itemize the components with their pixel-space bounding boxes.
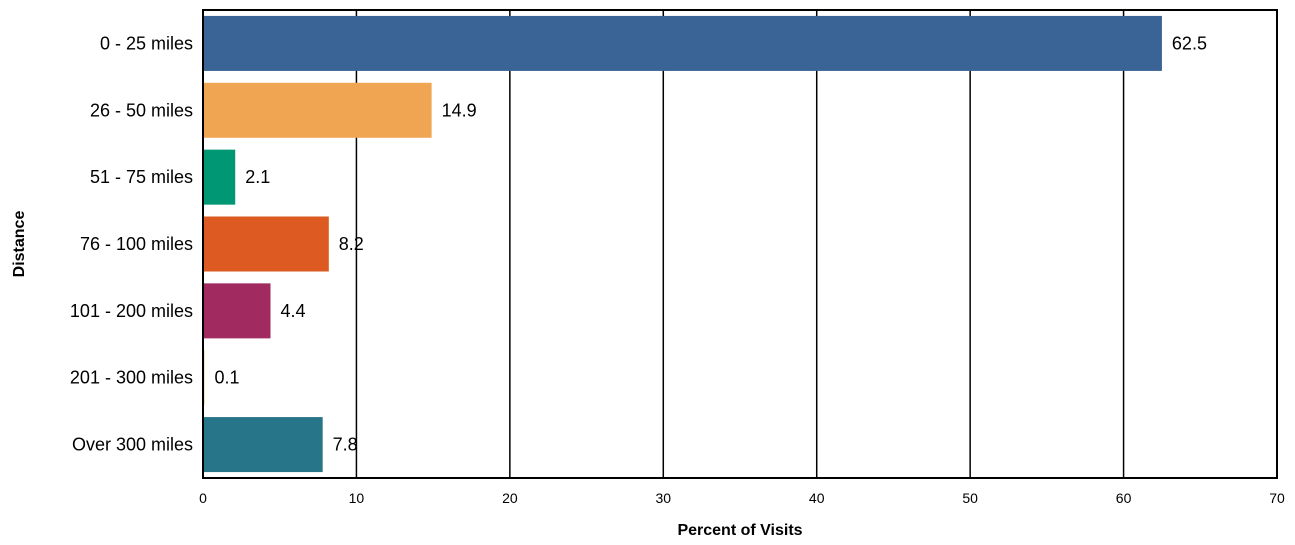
bars xyxy=(203,15,1162,473)
category-label: 101 - 200 miles xyxy=(70,301,193,321)
bar xyxy=(203,417,323,473)
x-tick-label: 50 xyxy=(962,490,978,506)
bar xyxy=(203,216,329,272)
x-tick-label: 20 xyxy=(502,490,518,506)
data-label: 0.1 xyxy=(215,368,240,388)
bar xyxy=(203,15,1162,71)
bar xyxy=(203,149,236,205)
data-label: 7.8 xyxy=(333,435,358,455)
x-tick-label: 70 xyxy=(1269,490,1285,506)
x-axis-title: Percent of Visits xyxy=(677,522,802,539)
x-tick-label: 0 xyxy=(199,490,207,506)
bar xyxy=(203,283,271,339)
data-labels: 62.5 14.9 2.1 8.2 4.4 0.1 7.8 xyxy=(215,33,1207,454)
x-tick-label: 60 xyxy=(1116,490,1132,506)
bar xyxy=(203,82,432,138)
category-label: 26 - 50 miles xyxy=(90,100,193,120)
category-labels: 0 - 25 miles 26 - 50 miles 51 - 75 miles 76… xyxy=(70,33,193,454)
category-label: 51 - 75 miles xyxy=(90,167,193,187)
category-label: Over 300 miles xyxy=(72,435,193,455)
y-axis-title: Distance xyxy=(11,211,28,278)
data-label: 14.9 xyxy=(442,100,477,120)
data-label: 62.5 xyxy=(1172,33,1207,53)
category-label: 201 - 300 miles xyxy=(70,368,193,388)
gridlines xyxy=(202,10,1278,478)
x-tick-label: 30 xyxy=(655,490,671,506)
data-label: 2.1 xyxy=(245,167,270,187)
x-tick-label: 40 xyxy=(809,490,825,506)
x-tick-labels: 0 10 20 30 40 50 60 70 xyxy=(199,490,1285,506)
category-label: 76 - 100 miles xyxy=(80,234,193,254)
data-label: 8.2 xyxy=(339,234,364,254)
plot-frame xyxy=(202,9,1278,479)
category-label: 0 - 25 miles xyxy=(100,33,193,53)
data-label: 4.4 xyxy=(281,301,306,321)
x-tick-label: 10 xyxy=(349,490,365,506)
